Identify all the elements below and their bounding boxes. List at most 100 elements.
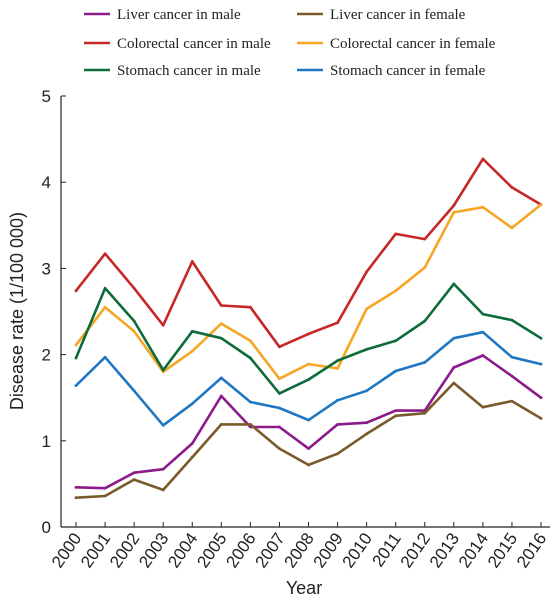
data-point bbox=[481, 405, 485, 409]
data-point bbox=[74, 485, 78, 489]
x-tick-label: 2008 bbox=[281, 529, 318, 571]
data-point bbox=[74, 496, 78, 500]
data-point bbox=[423, 360, 427, 364]
data-point bbox=[103, 305, 107, 309]
data-point bbox=[190, 441, 194, 445]
x-tick-label: 2014 bbox=[455, 529, 492, 571]
data-point bbox=[510, 318, 514, 322]
data-point bbox=[132, 319, 136, 323]
data-point bbox=[219, 336, 223, 340]
x-tick-label: 2004 bbox=[164, 529, 201, 571]
data-point bbox=[103, 252, 107, 256]
data-point bbox=[510, 399, 514, 403]
data-point bbox=[161, 323, 165, 327]
data-point bbox=[248, 423, 252, 426]
x-tick-label: 2012 bbox=[397, 529, 434, 571]
data-point bbox=[278, 391, 281, 395]
data-point bbox=[219, 394, 223, 398]
legend-label: Stomach cancer in male bbox=[117, 63, 261, 79]
y-tick-label: 3 bbox=[42, 259, 51, 278]
y-tick-label: 4 bbox=[42, 173, 51, 192]
data-point bbox=[278, 425, 281, 429]
data-point bbox=[336, 321, 339, 325]
legend-label: Liver cancer in female bbox=[330, 7, 466, 23]
data-point bbox=[103, 494, 107, 498]
data-point bbox=[190, 402, 194, 406]
y-tick-label: 2 bbox=[42, 346, 51, 365]
data-point bbox=[539, 416, 543, 420]
data-point bbox=[481, 312, 485, 316]
data-point bbox=[103, 355, 107, 359]
data-point bbox=[336, 423, 339, 426]
data-point bbox=[365, 421, 369, 425]
data-point bbox=[394, 232, 398, 236]
series-line-1 bbox=[74, 354, 543, 490]
data-point bbox=[132, 389, 136, 393]
data-point bbox=[481, 205, 485, 209]
y-tick-label: 0 bbox=[42, 518, 51, 537]
data-point bbox=[539, 203, 543, 207]
x-tick-label: 2010 bbox=[339, 529, 376, 571]
data-point bbox=[539, 362, 543, 366]
data-point bbox=[190, 260, 194, 263]
x-tick-label: 2005 bbox=[193, 529, 230, 571]
data-point bbox=[132, 286, 136, 290]
series-line-2 bbox=[74, 381, 543, 500]
data-point bbox=[365, 307, 369, 311]
data-point bbox=[452, 381, 456, 385]
x-tick-label: 2000 bbox=[48, 529, 85, 571]
data-point bbox=[365, 348, 369, 351]
data-point bbox=[132, 329, 136, 333]
data-point bbox=[307, 418, 310, 422]
data-point bbox=[481, 330, 485, 334]
data-point bbox=[74, 289, 78, 293]
data-point bbox=[278, 377, 281, 381]
y-tick-label: 1 bbox=[42, 432, 51, 451]
data-point bbox=[481, 157, 485, 161]
data-point bbox=[510, 185, 514, 189]
data-point bbox=[365, 270, 369, 274]
data-point bbox=[132, 478, 136, 481]
data-point bbox=[307, 463, 310, 467]
x-tick-label: 2002 bbox=[106, 529, 143, 571]
data-point bbox=[423, 237, 427, 241]
legend-label: Colorectal cancer in male bbox=[117, 36, 271, 52]
data-point bbox=[74, 356, 78, 360]
data-point bbox=[539, 336, 543, 340]
y-axis-title: Disease rate (1/100 000) bbox=[7, 212, 27, 410]
data-point bbox=[452, 336, 456, 340]
x-tick-label: 2001 bbox=[77, 529, 114, 571]
data-point bbox=[278, 447, 281, 450]
data-point bbox=[336, 366, 339, 370]
data-point bbox=[190, 349, 194, 353]
data-point bbox=[336, 359, 339, 363]
data-point bbox=[219, 423, 223, 426]
data-point bbox=[74, 343, 78, 347]
data-point bbox=[452, 366, 456, 369]
series-line-5 bbox=[74, 282, 543, 395]
data-point bbox=[161, 423, 165, 427]
data-point bbox=[278, 345, 281, 349]
legend-label: Liver cancer in male bbox=[117, 7, 241, 23]
data-point bbox=[394, 409, 398, 413]
data-point bbox=[394, 339, 398, 343]
data-point bbox=[190, 455, 194, 459]
data-point bbox=[336, 398, 339, 402]
data-point bbox=[365, 432, 369, 436]
x-tick-label: 2006 bbox=[222, 529, 259, 571]
data-point bbox=[248, 305, 252, 309]
data-point bbox=[278, 406, 281, 410]
data-point bbox=[103, 486, 107, 490]
data-point bbox=[248, 356, 252, 360]
y-tick-label: 5 bbox=[42, 87, 51, 106]
x-tick-label: 2003 bbox=[135, 529, 172, 571]
data-point bbox=[74, 384, 78, 388]
data-point bbox=[103, 286, 107, 290]
data-point bbox=[219, 322, 223, 325]
x-axis-ticks: 2000200120022003200420052006200720082009… bbox=[48, 522, 550, 571]
data-point bbox=[248, 339, 252, 343]
data-point bbox=[423, 319, 427, 323]
series-line-3 bbox=[74, 157, 543, 349]
data-point bbox=[219, 376, 223, 380]
